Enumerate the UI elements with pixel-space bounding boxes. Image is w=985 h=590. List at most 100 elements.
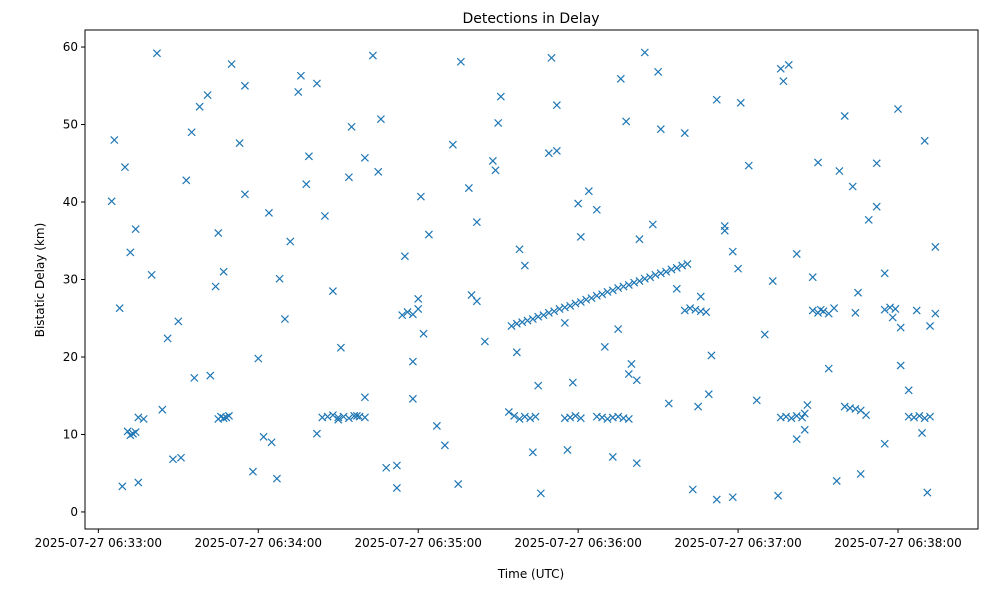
detection-point <box>667 265 676 274</box>
detection-point <box>110 136 119 145</box>
x-axis-label: Time (UTC) <box>497 567 564 581</box>
detection-point <box>696 292 705 301</box>
detection-point <box>456 57 465 66</box>
detection-point <box>424 230 433 239</box>
detection-point <box>787 414 796 423</box>
detection-point <box>328 411 337 420</box>
detection-point <box>182 176 191 185</box>
detection-point <box>840 402 849 411</box>
detection-point <box>344 414 353 423</box>
detection-point <box>832 476 841 485</box>
detection-point <box>702 308 711 317</box>
detection-point <box>187 128 196 137</box>
detection-point <box>526 414 535 423</box>
detection-point <box>592 291 601 300</box>
detection-point <box>624 370 633 379</box>
detection-point <box>523 316 532 325</box>
detection-point <box>872 159 881 168</box>
detection-point <box>400 252 409 261</box>
detection-point <box>302 180 311 189</box>
detection-point <box>720 226 729 235</box>
detection-point <box>518 318 527 327</box>
detection-point <box>203 91 212 100</box>
detection-point <box>744 161 753 170</box>
detection-point <box>414 304 423 313</box>
detection-point <box>163 334 172 343</box>
detection-point <box>864 215 873 224</box>
detection-point <box>352 411 361 420</box>
detection-point <box>608 286 617 295</box>
detection-point <box>227 60 236 69</box>
x-tick-label: 2025-07-27 06:33:00 <box>35 536 162 550</box>
detection-point <box>467 290 476 300</box>
detection-point <box>419 329 428 338</box>
detection-point <box>856 469 865 479</box>
detection-point <box>448 140 457 149</box>
detection-point <box>598 413 607 422</box>
detection-point <box>774 491 783 500</box>
detection-point <box>555 304 564 313</box>
detection-point <box>904 386 913 395</box>
detection-point <box>830 304 839 313</box>
detection-point <box>686 304 695 313</box>
detection-point <box>891 304 900 313</box>
y-tick-label: 20 <box>63 350 78 364</box>
detection-point <box>792 435 801 444</box>
detection-point <box>624 414 633 423</box>
detection-point <box>360 413 369 422</box>
detection-point <box>576 297 585 306</box>
detection-point <box>931 242 940 251</box>
detection-point <box>707 351 716 360</box>
y-axis-label: Bistatic Delay (km) <box>33 223 47 338</box>
detection-point <box>382 463 391 472</box>
detection-point <box>704 390 713 399</box>
detection-point <box>131 225 140 234</box>
detection-point <box>712 95 721 104</box>
detection-point <box>614 412 623 421</box>
detection-point <box>491 166 500 175</box>
y-tick-label: 0 <box>70 505 78 519</box>
detection-point <box>368 51 377 60</box>
detection-point <box>240 190 249 199</box>
detection-point <box>678 261 687 270</box>
detection-point <box>472 218 481 227</box>
detection-point <box>854 288 863 297</box>
detection-point <box>224 411 233 420</box>
detection-point <box>600 342 609 351</box>
detection-point <box>416 192 425 201</box>
detection-point <box>616 74 625 83</box>
detection-point <box>576 414 585 423</box>
detection-point <box>880 439 889 448</box>
detection-point <box>627 359 636 368</box>
detection-point <box>131 428 140 437</box>
detection-point <box>803 401 812 410</box>
detection-point <box>323 412 332 421</box>
detection-point <box>534 381 543 390</box>
detection-point <box>528 448 537 457</box>
detection-point <box>147 270 156 279</box>
detection-point <box>512 348 521 357</box>
detection-point <box>432 421 441 430</box>
x-tick-label: 2025-07-27 06:36:00 <box>514 536 641 550</box>
detection-point <box>571 411 580 420</box>
detection-point <box>909 413 919 422</box>
detection-point <box>190 373 199 382</box>
detection-point <box>374 167 383 176</box>
detection-point <box>123 427 132 436</box>
y-tick-label: 50 <box>63 118 78 132</box>
detection-point <box>472 297 481 306</box>
detection-point <box>347 122 356 131</box>
detection-point <box>624 280 633 289</box>
detection-point <box>408 394 417 403</box>
detection-point <box>360 393 369 402</box>
detection-point <box>560 303 569 312</box>
detection-point <box>584 187 593 196</box>
y-tick-label: 10 <box>63 427 78 441</box>
detection-point <box>920 136 929 145</box>
detection-point <box>464 184 473 193</box>
detection-point <box>275 274 284 283</box>
detection-point <box>488 156 497 165</box>
detection-point <box>515 245 524 254</box>
detection-point <box>195 102 204 111</box>
detection-point <box>235 139 244 148</box>
